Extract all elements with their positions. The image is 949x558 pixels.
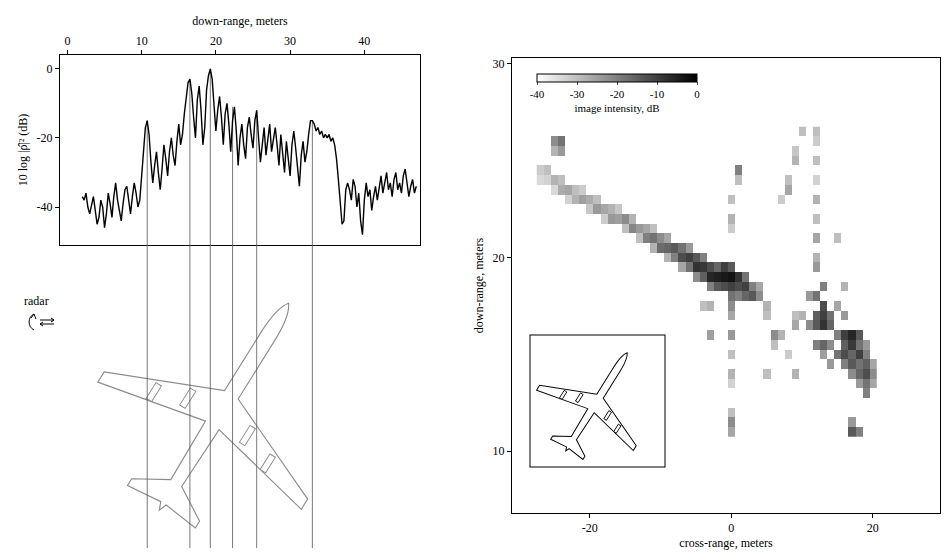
svg-text:20: 20 xyxy=(210,34,222,48)
svg-text:radar: radar xyxy=(24,294,49,308)
svg-text:-20: -20 xyxy=(582,521,598,535)
svg-text:-30: -30 xyxy=(570,88,585,100)
svg-text:10 log |ρ̂|² (dB): 10 log |ρ̂|² (dB) xyxy=(16,114,30,187)
svg-text:down-range, meters: down-range, meters xyxy=(472,238,486,334)
svg-text:20: 20 xyxy=(493,251,505,265)
svg-text:down-range, meters: down-range, meters xyxy=(192,14,288,28)
svg-text:0: 0 xyxy=(64,34,70,48)
svg-text:10: 10 xyxy=(493,444,505,458)
svg-text:10: 10 xyxy=(136,34,148,48)
svg-text:image intensity, dB: image intensity, dB xyxy=(574,102,659,114)
svg-text:-20: -20 xyxy=(610,88,625,100)
svg-text:-40: -40 xyxy=(530,88,545,100)
svg-text:cross-range, meters: cross-range, meters xyxy=(679,536,773,550)
svg-text:-20: -20 xyxy=(37,131,53,145)
svg-text:-10: -10 xyxy=(650,88,665,100)
svg-text:-40: -40 xyxy=(37,200,53,214)
svg-text:0: 0 xyxy=(694,88,700,100)
svg-text:30: 30 xyxy=(284,34,296,48)
svg-text:20: 20 xyxy=(867,521,879,535)
svg-text:0: 0 xyxy=(728,521,734,535)
svg-text:30: 30 xyxy=(493,57,505,71)
svg-text:40: 40 xyxy=(358,34,370,48)
svg-text:0: 0 xyxy=(47,62,53,76)
